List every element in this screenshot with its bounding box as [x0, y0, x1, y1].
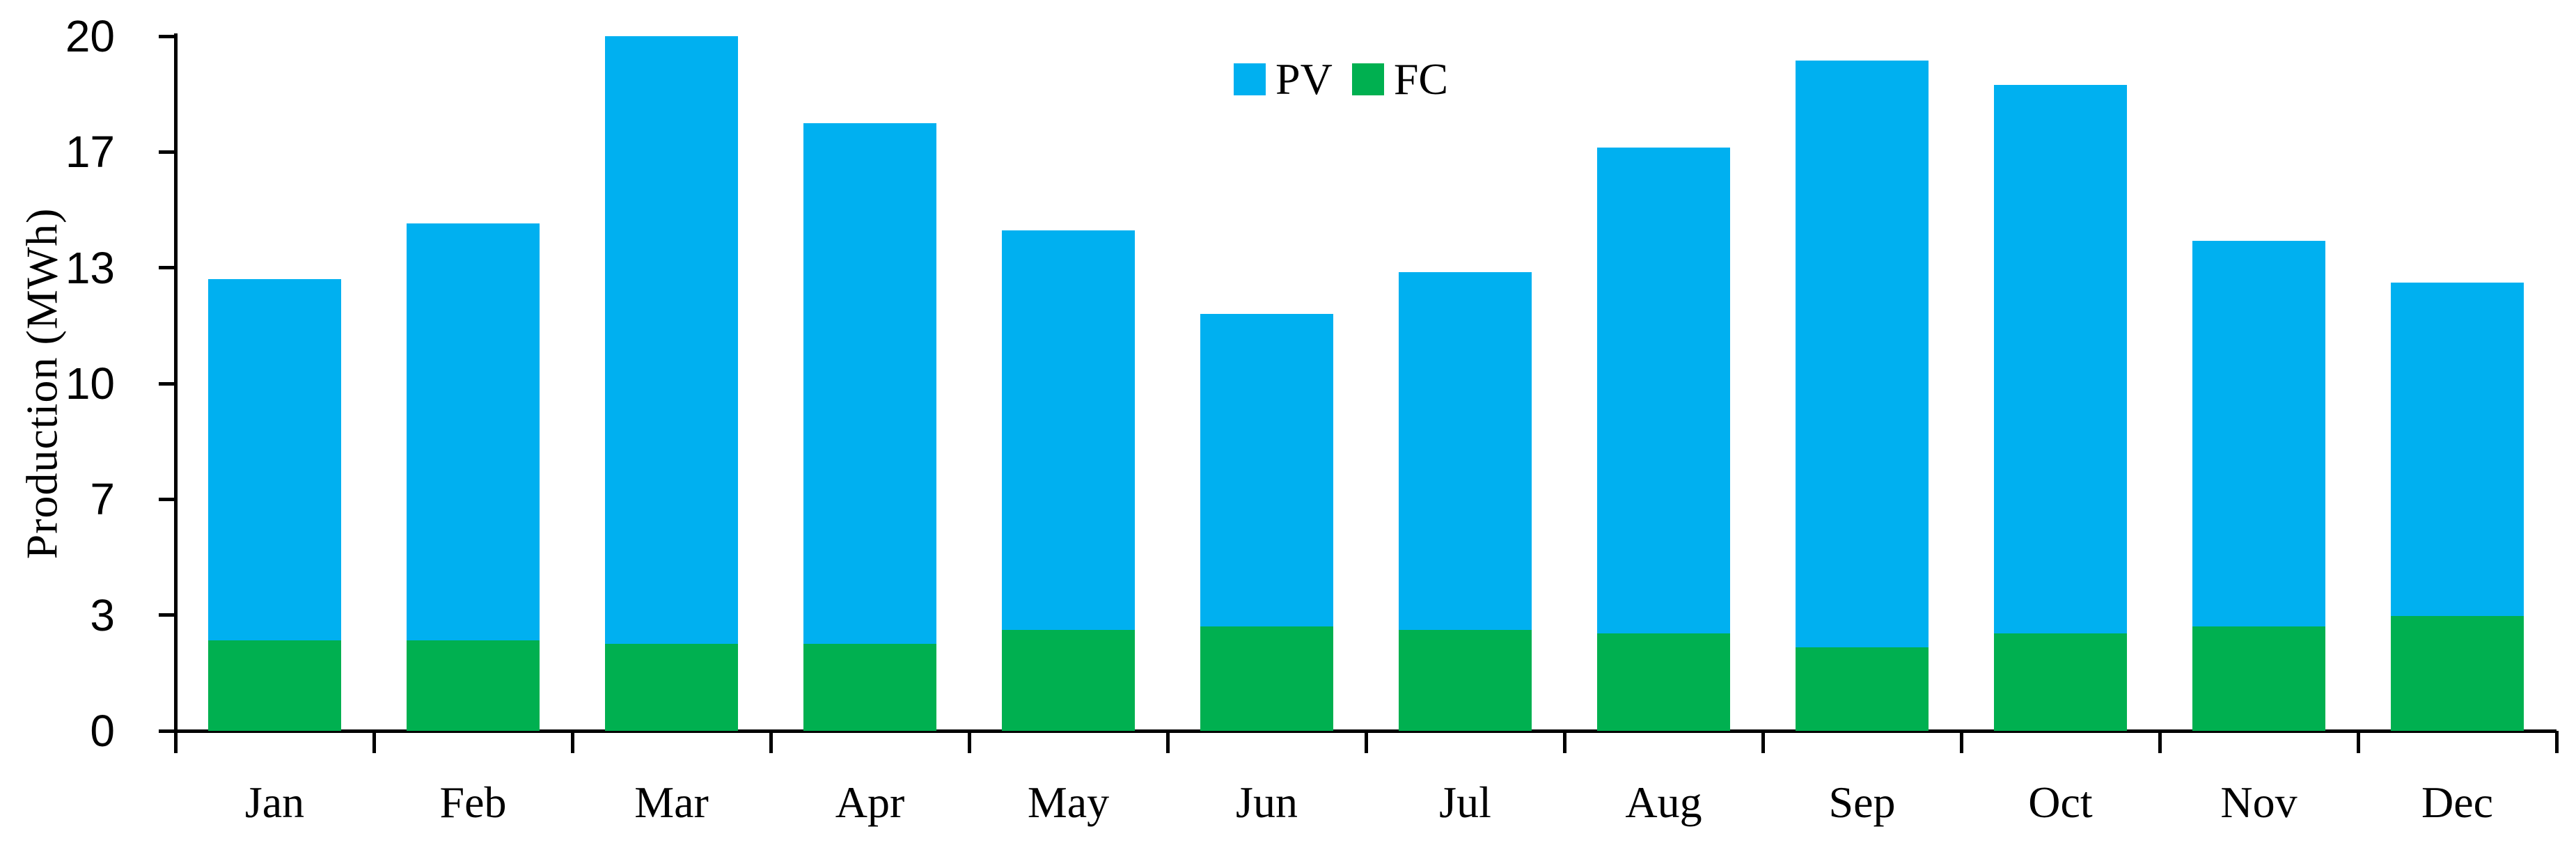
x-axis-label: Oct	[2028, 777, 2093, 827]
x-axis-label: Aug	[1625, 777, 1702, 827]
bar-segment-fc	[208, 640, 341, 731]
bar-segment-fc	[1994, 633, 2127, 731]
bar-segment-fc	[407, 640, 540, 731]
x-tick-mark	[967, 731, 971, 753]
legend: PV FC	[1234, 57, 1448, 102]
x-tick-mark	[1364, 731, 1368, 753]
bar-segment-fc	[1002, 630, 1135, 731]
bar-segment-fc	[1200, 626, 1333, 731]
x-axis-label: Jul	[1439, 777, 1491, 827]
x-tick-mark	[1959, 731, 1963, 753]
bar-segment-pv	[605, 36, 738, 645]
y-axis-line	[174, 33, 178, 752]
x-tick-mark	[1562, 731, 1566, 753]
x-tick-mark	[372, 731, 376, 753]
legend-item: FC	[1351, 54, 1449, 104]
y-tick-mark	[159, 150, 175, 154]
x-axis-label: Mar	[634, 777, 709, 827]
bar-segment-fc	[2391, 616, 2524, 731]
x-axis-label: May	[1027, 777, 1110, 827]
y-tick-label: 13	[65, 242, 115, 293]
bar-segment-pv	[1399, 272, 1532, 631]
bar-segment-pv	[208, 279, 341, 641]
bar-segment-pv	[803, 123, 936, 645]
x-tick-mark	[769, 731, 773, 753]
y-tick-label: 0	[90, 706, 115, 756]
bar-segment-pv	[407, 223, 540, 641]
bar-segment-fc	[1796, 647, 1929, 731]
y-tick-label: 20	[65, 11, 115, 61]
x-tick-mark	[1165, 731, 1170, 753]
y-tick-mark	[159, 34, 175, 38]
bar-segment-fc	[2192, 626, 2325, 731]
y-tick-label: 10	[65, 358, 115, 409]
x-tick-mark	[570, 731, 574, 753]
x-axis-label: Nov	[2220, 777, 2298, 827]
x-axis-line	[159, 729, 2557, 733]
bar-segment-pv	[1200, 314, 1333, 627]
y-tick-label: 3	[90, 590, 115, 640]
x-axis-label: Jun	[1236, 777, 1298, 827]
x-tick-mark	[2356, 731, 2360, 753]
bar-segment-fc	[1399, 630, 1532, 731]
x-tick-mark	[2158, 731, 2162, 753]
y-tick-mark	[159, 729, 175, 733]
bar-segment-pv	[1002, 230, 1135, 631]
bar-segment-fc	[1597, 633, 1730, 731]
x-axis-label: Apr	[835, 777, 905, 827]
y-tick-mark	[159, 497, 175, 501]
legend-label: FC	[1393, 54, 1449, 104]
x-tick-mark	[173, 731, 178, 753]
y-tick-label: 7	[90, 474, 115, 525]
bar-segment-pv	[2391, 283, 2524, 617]
bar-segment-pv	[1597, 147, 1730, 634]
bar-segment-pv	[2192, 241, 2325, 627]
y-tick-mark	[159, 381, 175, 386]
x-tick-mark	[2554, 731, 2559, 753]
x-axis-label: Dec	[2421, 777, 2494, 827]
x-tick-mark	[1761, 731, 1765, 753]
y-tick-label: 17	[65, 127, 115, 177]
x-axis-label: Feb	[439, 777, 507, 827]
x-axis-label: Sep	[1828, 777, 1896, 827]
bar-segment-fc	[605, 644, 738, 731]
legend-label: PV	[1275, 54, 1333, 104]
y-tick-mark	[159, 613, 175, 617]
legend-swatch-pv	[1234, 63, 1266, 95]
x-axis-label: Jan	[244, 777, 305, 827]
bar-segment-pv	[1796, 60, 1929, 648]
legend-swatch-fc	[1351, 63, 1384, 95]
bar-segment-fc	[803, 644, 936, 731]
legend-item: PV	[1234, 57, 1333, 102]
bar-segment-pv	[1994, 84, 2127, 634]
y-tick-mark	[159, 266, 175, 270]
